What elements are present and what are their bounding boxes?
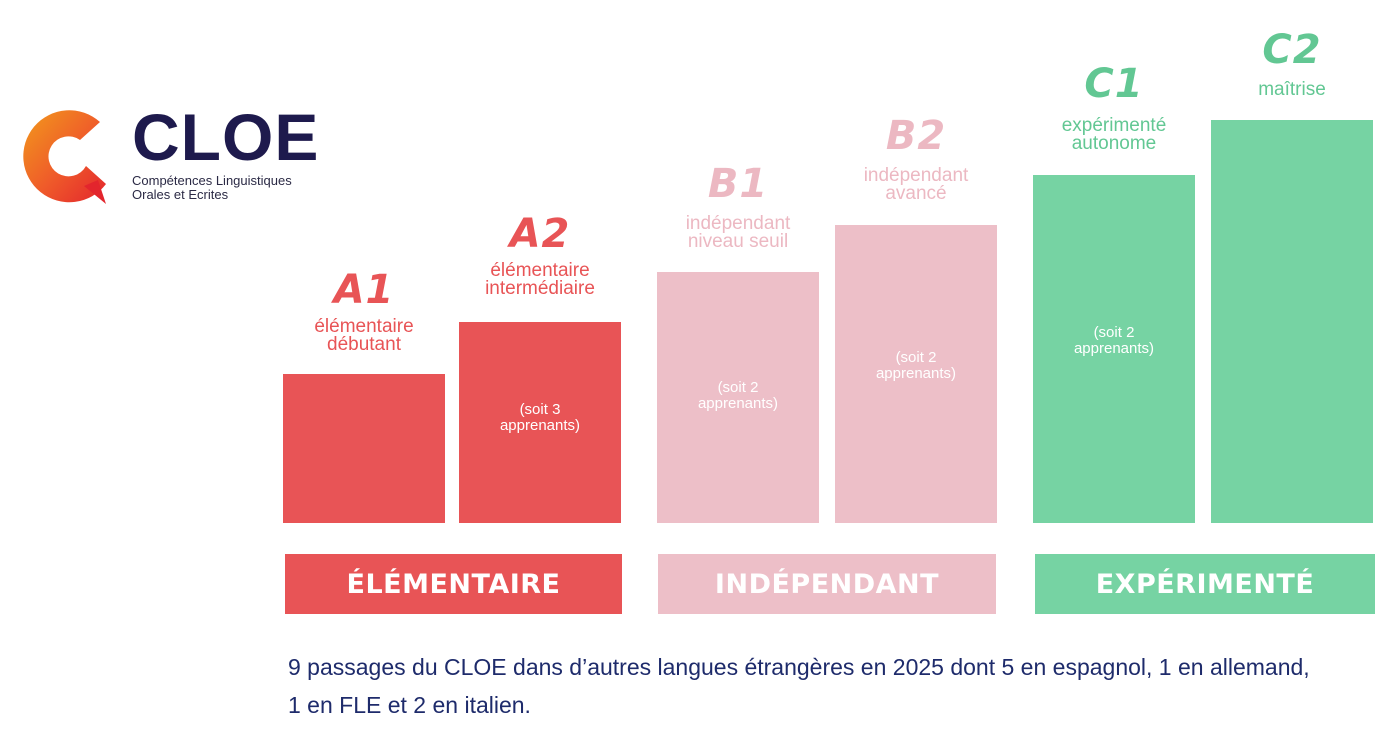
group-band-2: EXPÉRIMENTÉ	[1035, 554, 1375, 614]
level-code-c2: C2	[1262, 27, 1322, 73]
level-description-b1: indépendant niveau seuil	[685, 213, 791, 252]
bar-note-b2: (soit 2 apprenants)	[875, 349, 957, 382]
level-code-b1: B1	[707, 161, 769, 207]
group-band-0: ÉLÉMENTAIRE	[285, 554, 622, 614]
logo-tagline: Compétences Linguistiques Orales et Ecri…	[132, 174, 292, 202]
level-description-c2: maîtrise	[1258, 79, 1326, 100]
bar-c2	[1211, 120, 1373, 523]
level-code-c1: C1	[1084, 61, 1144, 107]
cloe-logo: CLOE Compétences Linguistiques Orales et…	[14, 100, 344, 210]
bar-note-c1: (soit 2 apprenants)	[1073, 324, 1155, 357]
logo-tagline-line2: Orales et Ecrites	[132, 187, 229, 202]
level-description-a2: élémentaire intermédiaire	[485, 260, 595, 299]
bar-b1: (soit 2 apprenants)	[657, 272, 819, 523]
bar-note-b1: (soit 2 apprenants)	[697, 379, 779, 412]
level-code-b2: B2	[885, 113, 947, 159]
cloe-c-logo-icon	[23, 110, 106, 204]
bar-b2: (soit 2 apprenants)	[835, 225, 997, 523]
bar-note-a2: (soit 3 apprenants)	[499, 401, 581, 434]
bar-a2: (soit 3 apprenants)	[459, 322, 621, 523]
group-band-1: INDÉPENDANT	[658, 554, 996, 614]
level-code-a1: A1	[333, 267, 395, 313]
level-description-c1: expérimenté autonome	[1061, 115, 1167, 154]
level-description-b2: indépendant avancé	[863, 165, 969, 204]
bar-a1	[283, 374, 445, 523]
level-code-a2: A2	[509, 211, 571, 257]
level-description-a1: élémentaire débutant	[314, 316, 414, 355]
logo-wordmark: CLOE	[132, 100, 320, 174]
bar-c1: (soit 2 apprenants)	[1033, 175, 1195, 523]
footnote-text: 9 passages du CLOE dans d’autres langues…	[288, 654, 1310, 718]
logo-tagline-line1: Compétences Linguistiques	[132, 173, 292, 188]
